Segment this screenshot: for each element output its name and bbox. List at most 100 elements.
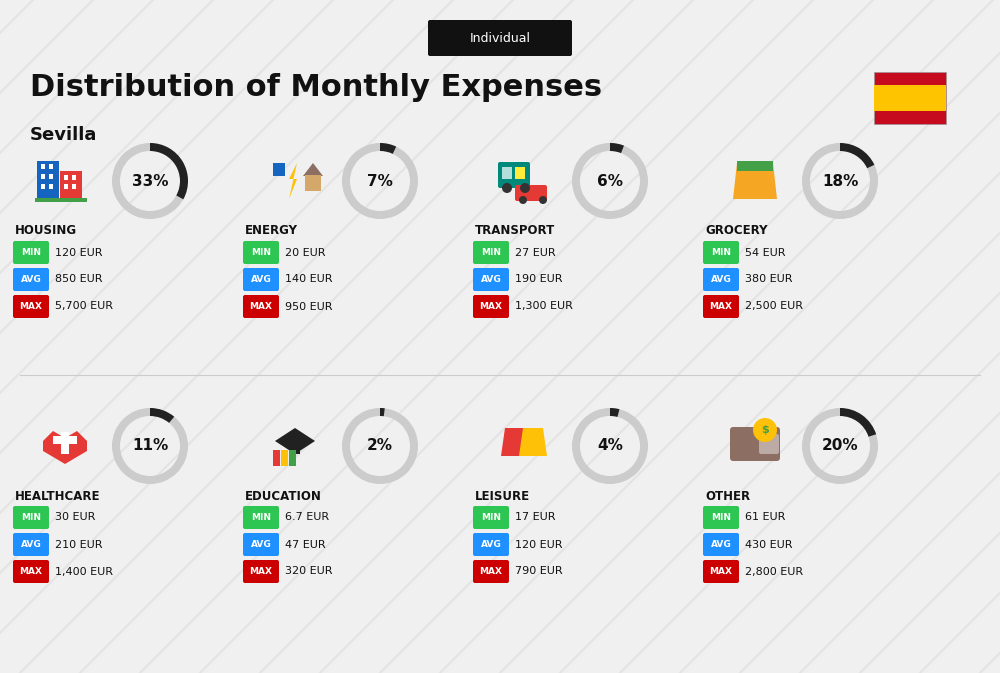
Text: HEALTHCARE: HEALTHCARE bbox=[15, 489, 101, 503]
Text: 2%: 2% bbox=[367, 439, 393, 454]
FancyBboxPatch shape bbox=[473, 506, 509, 529]
FancyBboxPatch shape bbox=[703, 506, 739, 529]
Bar bbox=[273, 450, 280, 466]
Text: Sevilla: Sevilla bbox=[30, 126, 97, 144]
Text: EDUCATION: EDUCATION bbox=[245, 489, 322, 503]
Polygon shape bbox=[273, 163, 285, 176]
Wedge shape bbox=[840, 408, 876, 437]
Wedge shape bbox=[342, 143, 418, 219]
Text: MAX: MAX bbox=[480, 302, 503, 311]
Wedge shape bbox=[802, 143, 878, 219]
Polygon shape bbox=[289, 163, 297, 199]
FancyBboxPatch shape bbox=[473, 560, 509, 583]
Wedge shape bbox=[802, 408, 878, 484]
Text: $: $ bbox=[761, 425, 769, 435]
Wedge shape bbox=[572, 143, 648, 219]
Text: AVG: AVG bbox=[251, 540, 271, 549]
Text: 1,300 EUR: 1,300 EUR bbox=[515, 302, 573, 312]
Text: 47 EUR: 47 EUR bbox=[285, 540, 326, 549]
Text: 11%: 11% bbox=[132, 439, 168, 454]
Text: 4%: 4% bbox=[597, 439, 623, 454]
Text: MAX: MAX bbox=[250, 302, 272, 311]
FancyBboxPatch shape bbox=[473, 241, 509, 264]
Wedge shape bbox=[150, 408, 174, 423]
Text: 320 EUR: 320 EUR bbox=[285, 567, 332, 577]
Text: AVG: AVG bbox=[481, 540, 501, 549]
Bar bbox=[49, 164, 53, 169]
Text: Individual: Individual bbox=[470, 32, 530, 44]
Text: 190 EUR: 190 EUR bbox=[515, 275, 562, 285]
Text: AVG: AVG bbox=[251, 275, 271, 284]
FancyBboxPatch shape bbox=[243, 560, 279, 583]
Circle shape bbox=[519, 196, 527, 204]
FancyBboxPatch shape bbox=[243, 268, 279, 291]
Text: OTHER: OTHER bbox=[705, 489, 750, 503]
Circle shape bbox=[520, 183, 530, 193]
FancyBboxPatch shape bbox=[13, 533, 49, 556]
Text: MIN: MIN bbox=[251, 513, 271, 522]
Polygon shape bbox=[501, 428, 529, 456]
Text: 33%: 33% bbox=[132, 174, 168, 188]
Circle shape bbox=[753, 418, 777, 442]
Wedge shape bbox=[610, 143, 624, 153]
Polygon shape bbox=[43, 431, 87, 464]
Polygon shape bbox=[733, 163, 777, 199]
Text: 210 EUR: 210 EUR bbox=[55, 540, 103, 549]
FancyBboxPatch shape bbox=[473, 533, 509, 556]
FancyBboxPatch shape bbox=[473, 295, 509, 318]
Bar bbox=[61, 432, 69, 454]
Text: 27 EUR: 27 EUR bbox=[515, 248, 556, 258]
FancyBboxPatch shape bbox=[243, 506, 279, 529]
Wedge shape bbox=[112, 408, 188, 484]
FancyBboxPatch shape bbox=[243, 533, 279, 556]
Wedge shape bbox=[610, 408, 619, 417]
Bar bbox=[41, 184, 45, 189]
Bar bbox=[289, 450, 296, 466]
Polygon shape bbox=[275, 428, 315, 454]
Text: 140 EUR: 140 EUR bbox=[285, 275, 332, 285]
Wedge shape bbox=[342, 408, 418, 484]
Wedge shape bbox=[840, 143, 874, 168]
Text: 17 EUR: 17 EUR bbox=[515, 513, 556, 522]
Wedge shape bbox=[380, 408, 385, 416]
Text: MAX: MAX bbox=[250, 567, 272, 576]
Text: 7%: 7% bbox=[367, 174, 393, 188]
Bar bbox=[515, 167, 525, 179]
Text: AVG: AVG bbox=[21, 540, 41, 549]
Text: 6.7 EUR: 6.7 EUR bbox=[285, 513, 329, 522]
FancyBboxPatch shape bbox=[703, 533, 739, 556]
Wedge shape bbox=[112, 143, 188, 219]
Text: MAX: MAX bbox=[710, 302, 732, 311]
FancyBboxPatch shape bbox=[703, 268, 739, 291]
Bar bbox=[737, 161, 773, 171]
Text: 1,400 EUR: 1,400 EUR bbox=[55, 567, 113, 577]
Text: MIN: MIN bbox=[711, 513, 731, 522]
Bar bbox=[41, 174, 45, 179]
Text: 54 EUR: 54 EUR bbox=[745, 248, 786, 258]
Text: AVG: AVG bbox=[21, 275, 41, 284]
FancyBboxPatch shape bbox=[13, 268, 49, 291]
Text: MAX: MAX bbox=[710, 567, 732, 576]
Text: TRANSPORT: TRANSPORT bbox=[475, 225, 555, 238]
FancyBboxPatch shape bbox=[703, 241, 739, 264]
Wedge shape bbox=[150, 143, 188, 199]
Text: 120 EUR: 120 EUR bbox=[55, 248, 103, 258]
Text: AVG: AVG bbox=[481, 275, 501, 284]
Text: Distribution of Monthly Expenses: Distribution of Monthly Expenses bbox=[30, 73, 602, 102]
FancyBboxPatch shape bbox=[13, 241, 49, 264]
Bar bbox=[305, 175, 321, 191]
FancyBboxPatch shape bbox=[759, 434, 779, 454]
Bar bbox=[49, 184, 53, 189]
Bar bbox=[37, 161, 59, 199]
Bar bbox=[72, 175, 76, 180]
FancyBboxPatch shape bbox=[515, 185, 547, 201]
FancyBboxPatch shape bbox=[243, 241, 279, 264]
Text: AVG: AVG bbox=[711, 275, 731, 284]
Text: 850 EUR: 850 EUR bbox=[55, 275, 103, 285]
Wedge shape bbox=[572, 408, 648, 484]
Text: ENERGY: ENERGY bbox=[245, 225, 298, 238]
Bar bbox=[502, 167, 512, 179]
Bar bbox=[49, 174, 53, 179]
Text: MIN: MIN bbox=[21, 513, 41, 522]
FancyBboxPatch shape bbox=[874, 72, 946, 124]
